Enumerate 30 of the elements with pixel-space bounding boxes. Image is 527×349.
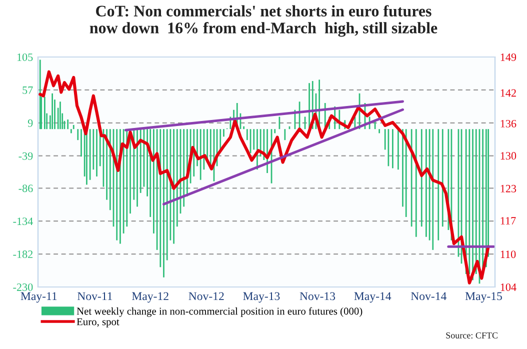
y2-tick-label: 149: [500, 53, 516, 61]
x-tick-label: May-11: [20, 292, 57, 303]
y2-tick-label: 142: [500, 89, 516, 97]
x-tick-label: May-14: [354, 292, 392, 303]
y-tick-label: 105: [17, 53, 33, 61]
x-tick-label: May-15: [465, 292, 502, 303]
x-tick-label: May-13: [243, 292, 280, 303]
x-tick-label: Nov-14: [410, 292, 446, 300]
y-tick-label: 57: [22, 86, 33, 94]
x-tick-label: Nov-11: [77, 292, 112, 300]
y-tick-label: 9: [28, 119, 33, 127]
y2-tick-label: 136: [500, 120, 516, 128]
y2-tick-label: 117: [500, 217, 516, 224]
y-tick-label: -230: [13, 283, 33, 291]
y2-tick-label: 110: [500, 250, 516, 258]
line-series: [38, 70, 490, 284]
legend-label: Net weekly change in non-commercial position in euro futures (000): [76, 307, 362, 317]
chart-title: CoT: Non commercials' net shorts in euro futures now down 16% from end-March high, still sizable: [90, 5, 438, 37]
legend-label: Euro, spot: [76, 318, 120, 328]
y-tick-label: -39: [18, 152, 33, 160]
source-note: Source: CFTC: [446, 332, 498, 338]
y-tick-label: -134: [13, 218, 33, 226]
y-tick-label: -86: [18, 184, 33, 192]
x-tick-label: Nov-13: [300, 292, 336, 300]
y-tick-label: -182: [13, 250, 33, 258]
x-tick-label: Nov-12: [188, 292, 224, 300]
y2-tick-label: 130: [500, 152, 516, 160]
x-tick-label: May-12: [132, 292, 168, 303]
y2-tick-label: 123: [500, 184, 516, 192]
y2-tick-label: 104: [500, 283, 516, 291]
